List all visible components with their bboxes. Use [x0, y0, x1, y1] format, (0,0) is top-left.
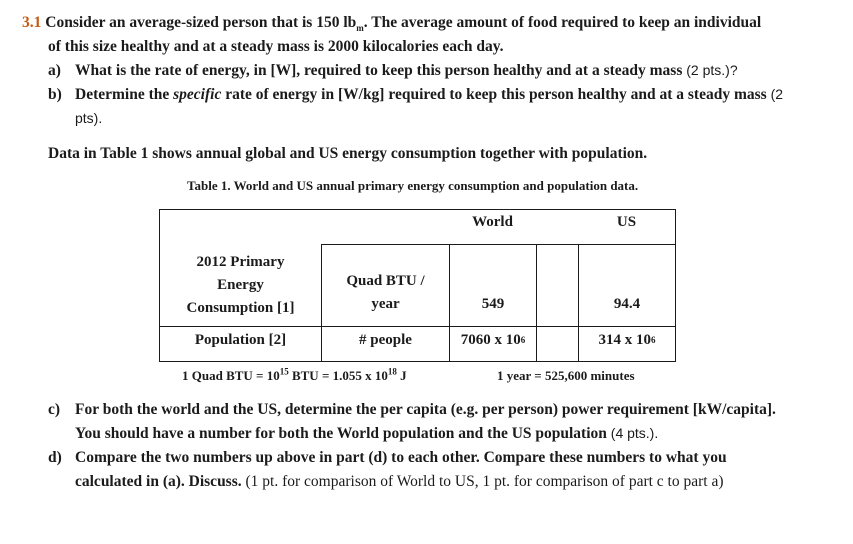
- population-us-base: 314 x 10: [598, 331, 652, 348]
- row-energy-unit-line1: Quad BTU /: [346, 273, 425, 289]
- part-c-points: (4 pts.).: [610, 425, 659, 441]
- row-population-us-value: 314 x 10 6: [598, 331, 656, 348]
- footnote-quad-part3: J: [396, 368, 407, 383]
- part-a-label: a): [48, 62, 61, 79]
- problem-statement-line1: 3.1 Consider an average-sized person tha…: [22, 14, 762, 34]
- row-energy-us-value: 94.4: [613, 295, 641, 312]
- part-c-line2-text: You should have a number for both the Wo…: [75, 425, 607, 442]
- footnote-quad-part1: 1 Quad BTU = 10: [182, 368, 280, 383]
- part-d-label: d): [48, 449, 62, 466]
- part-a-question: What is the rate of energy, in [W], requ…: [75, 62, 738, 80]
- problem-number: 3.1: [22, 14, 42, 31]
- row-population-label: Population [2]: [194, 331, 287, 348]
- header-us: US: [616, 213, 637, 230]
- header-world: World: [472, 213, 513, 230]
- part-b-label: b): [48, 86, 62, 103]
- row-energy-label-line1: 2012 Primary: [196, 254, 285, 270]
- part-d-points: (1 pt. for comparison of World to US, 1 …: [245, 473, 724, 490]
- row-energy-label-line3: Consumption [1]: [186, 300, 295, 316]
- population-world-base: 7060 x 10: [460, 331, 521, 348]
- footnote-quad-exp2: 18: [387, 366, 397, 377]
- part-c-line1: For both the world and the US, determine…: [75, 401, 776, 418]
- row-energy-world-value: 549: [481, 295, 505, 312]
- footnote-year-conversion: 1 year = 525,600 minutes: [497, 368, 635, 383]
- part-b-text-end: rate of energy in [W/kg] required to kee…: [221, 86, 767, 103]
- footnote-quad-conversion: 1 Quad BTU = 1015 BTU = 1.055 x 1018 J: [182, 366, 407, 384]
- row-energy-unit: Quad BTU / year: [322, 268, 449, 318]
- part-b-question: Determine the specific rate of energy in…: [75, 86, 783, 104]
- row-population-world-value: 7060 x 10 6: [460, 331, 526, 348]
- row-energy-label: 2012 Primary Energy Consumption [1]: [160, 245, 321, 326]
- data-statement: Data in Table 1 shows annual global and …: [48, 145, 648, 162]
- mass-unit-subscript: m: [356, 23, 364, 34]
- part-b-points-end-text: pts).: [75, 110, 103, 126]
- problem-intro-line2: of this size healthy and at a steady mas…: [48, 38, 504, 55]
- footnote-quad-exp1: 15: [279, 366, 289, 377]
- row-energy-label-line2: Energy: [217, 277, 264, 293]
- part-c-line2: You should have a number for both the Wo…: [75, 425, 658, 443]
- part-b-italic-word: specific: [173, 86, 222, 103]
- part-a-text: What is the rate of energy, in [W], requ…: [75, 62, 683, 79]
- footnote-quad-part2: BTU = 1.055 x 10: [288, 368, 388, 383]
- part-a-points: (2 pts.)?: [686, 62, 738, 78]
- problem-intro-text-end: . The average amount of food required to…: [363, 14, 762, 31]
- table-caption: Table 1. World and US annual primary ene…: [187, 178, 639, 193]
- part-d-line2: calculated in (a). Discuss. (1 pt. for c…: [75, 473, 724, 491]
- part-d-line1: Compare the two numbers up above in part…: [75, 449, 727, 466]
- part-b-points-end: pts).: [75, 110, 102, 128]
- row-energy-unit-line2: year: [371, 296, 400, 312]
- part-c-label: c): [48, 401, 61, 418]
- part-d-line2-text: calculated in (a). Discuss.: [75, 473, 242, 490]
- problem-intro-text: Consider an average-sized person that is…: [45, 14, 357, 31]
- part-b-points-start: (2: [770, 86, 784, 102]
- part-b-text-start: Determine the: [75, 86, 174, 103]
- row-population-unit: # people: [359, 331, 412, 348]
